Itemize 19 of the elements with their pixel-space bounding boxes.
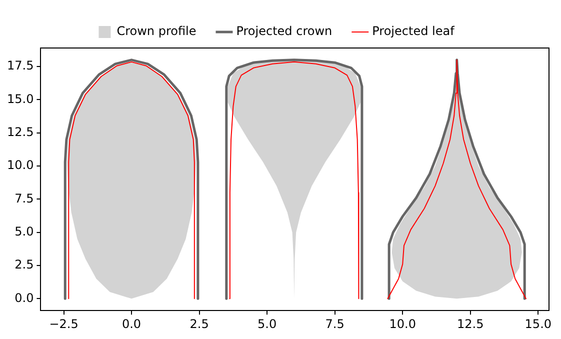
y-tick-label: 0.0 [14, 290, 34, 305]
x-tick-label: 0.0 [122, 316, 142, 331]
x-tick-label: 5.0 [258, 316, 277, 331]
y-tick-label: 5.0 [14, 224, 34, 238]
x-tick-label: 2.5 [190, 316, 209, 331]
y-tick-label: 12.5 [7, 125, 34, 140]
y-tick-label: 17.5 [7, 58, 34, 73]
x-tick-label: 15.0 [524, 316, 552, 331]
x-tick-label: 10.0 [389, 316, 416, 331]
legend-label: Crown profile [116, 24, 196, 38]
legend-label: Projected crown [236, 24, 332, 38]
x-tick-label: −2.5 [49, 316, 78, 331]
y-tick-label: 7.5 [14, 191, 34, 206]
legend-label: Projected leaf [372, 24, 456, 38]
y-tick-label: 2.5 [14, 258, 34, 272]
x-tick-label: 7.5 [325, 316, 344, 331]
y-tick-label: 15.0 [7, 92, 34, 106]
x-tick-label: 12.5 [457, 316, 484, 331]
y-tick-label: 10.0 [7, 158, 34, 172]
